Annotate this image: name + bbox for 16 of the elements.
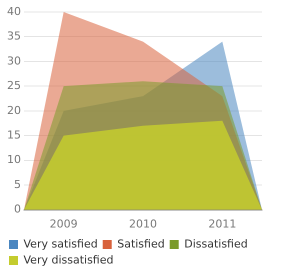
x-tick-label: 2010 — [129, 217, 157, 230]
y-tick-label: 5 — [14, 178, 21, 191]
x-tick-label: 2011 — [208, 217, 236, 230]
y-tick-label: 10 — [6, 153, 21, 166]
legend-label: Satisfied — [117, 237, 165, 250]
y-tick-label: 0 — [14, 202, 21, 216]
y-tick-label: 25 — [6, 79, 21, 92]
legend-label: Very dissatisfied — [24, 253, 114, 266]
legend-label: Very satisfied — [24, 237, 98, 250]
legend-label: Dissatisfied — [184, 237, 248, 250]
x-tick-label: 2009 — [50, 217, 78, 230]
y-tick-label: 30 — [6, 54, 21, 68]
y-tick-label: 15 — [6, 128, 21, 142]
y-tick-label: 35 — [6, 30, 21, 43]
y-tick-label: 40 — [6, 4, 21, 18]
y-tick-label: 20 — [6, 104, 21, 117]
